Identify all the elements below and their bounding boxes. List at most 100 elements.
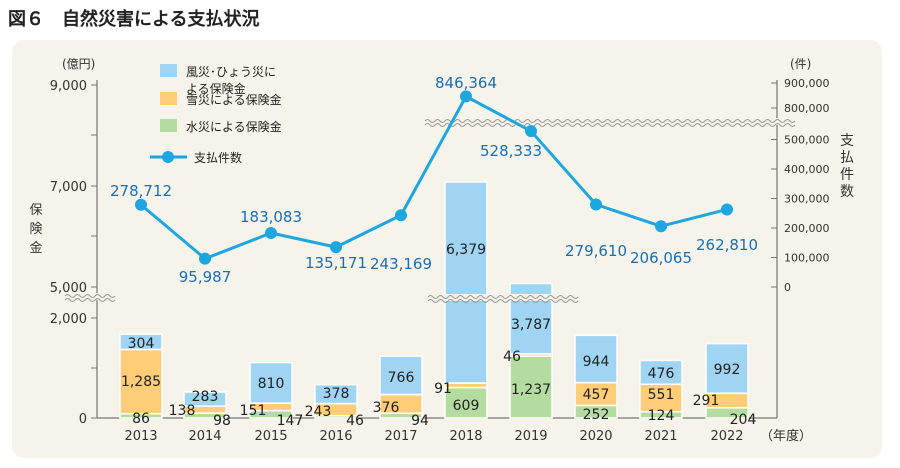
left-axis-break [64,298,116,302]
legend-label: 雪災による保険金 [186,92,282,107]
legend-label: よる保険金 [186,81,246,96]
count-line [140,94,728,261]
bar-wind-2016 [314,383,358,405]
legend-swatch [160,119,177,132]
right-tick-label: 0 [784,281,791,294]
x-tick-label: 2021 [644,429,677,444]
right-axis-title-char: 支 [840,133,854,149]
legend-label: 水災による保険金 [186,119,282,134]
left-tick-label: 0 [79,412,87,427]
x-tick-label: 2016 [319,429,352,444]
bar-label-wind-2019: 3,787 [511,317,551,333]
count-label-2019: 528,333 [480,142,542,160]
bar-label-wind-2014: 283 [192,389,219,405]
count-label-2018: 846,364 [435,74,497,92]
legend-label: 風災･ひょう災に [186,65,276,79]
right-axis-break [424,123,796,127]
bar-label-snow-2020: 457 [583,387,610,403]
right-axis-title-char: 件 [840,167,854,183]
count-point-2017 [395,209,407,222]
bar-label-snow-2018: 91 [434,381,452,397]
bar-flood-2018 [444,386,488,419]
bar-label-flood-2017: 94 [411,413,429,429]
bar-label-wind-2017: 766 [388,370,415,386]
bar-label-snow-2013: 1,285 [121,374,161,390]
bar-label-flood-2016: 46 [346,413,364,429]
x-tick-label: 2020 [579,429,612,444]
bar-wind-2014 [183,391,227,407]
bar-flood-2019 [509,355,553,419]
right-tick-label: 900,000 [784,77,830,90]
count-point-2016 [330,241,342,254]
right-tick-label: 100,000 [784,252,830,265]
bar-label-flood-2021: 124 [648,408,675,424]
count-point-2013 [135,198,147,211]
bar-label-flood-2020: 252 [583,407,610,423]
bar-wind-2018 [444,181,488,384]
bar-label-snow-2015: 151 [240,403,267,419]
x-tick-label: 2014 [188,429,221,444]
left-axis-title-char: 金 [29,240,42,256]
chart-title: 図６ 自然災害による支払状況 [8,9,260,30]
left-axis-break [64,294,116,298]
right-axis-title-char: 数 [840,184,854,200]
bar-break [427,299,579,303]
left-tick-label: 7,000 [50,180,87,195]
right-tick-label: 400,000 [784,163,830,176]
x-tick-label: 2015 [254,429,287,444]
bar-label-flood-2018: 609 [453,398,480,414]
bar-label-snow-2017: 376 [373,400,400,416]
legend-swatch [160,92,177,105]
x-axis-unit: （年度） [760,428,812,444]
count-label-2022: 262,810 [696,236,758,254]
right-axis-title-char: 払 [840,150,854,166]
legend-swatch [160,64,177,77]
count-label-2013: 278,712 [110,182,172,200]
bar-wind-2020 [574,334,618,384]
left-tick-label: 2,000 [50,312,87,327]
bar-label-flood-2019: 1,237 [511,382,551,398]
x-tick-label: 2019 [514,429,547,444]
bar-wind-2022 [705,342,749,394]
bar-label-wind-2013: 304 [128,336,155,352]
x-tick-label: 2017 [384,429,417,444]
count-label-2020: 279,610 [565,242,627,260]
count-point-2019 [525,125,537,138]
bar-label-snow-2016: 243 [305,404,332,420]
right-tick-label: 500,000 [784,134,830,147]
count-point-2022 [721,203,733,216]
left-tick-label: 9,000 [50,79,87,94]
right-axis-break-gap [425,118,790,125]
right-tick-label: 800,000 [784,102,830,115]
bar-label-snow-2021: 551 [648,387,675,403]
left-tick-label: 5,000 [50,281,87,296]
bar-label-flood-2013: 86 [132,411,150,427]
bar-label-snow-2022: 291 [693,393,720,409]
bar-wind-2013 [119,333,163,351]
count-label-2017: 243,169 [370,255,432,273]
count-label-2014: 95,987 [179,268,232,286]
legend-label: 支払件数 [194,150,242,165]
count-point-2021 [655,220,667,233]
bar-wind-2017 [379,355,423,396]
bar-label-snow-2019: 46 [503,349,521,365]
bar-wind-2021 [639,359,683,386]
bar-label-flood-2014: 98 [213,413,231,429]
left-axis-unit: (億円) [62,57,95,71]
left-axis-title-char: 険 [29,222,42,237]
count-label-2015: 183,083 [240,208,302,226]
bar-label-wind-2016: 378 [323,386,350,402]
count-label-2016: 135,171 [305,254,367,272]
right-axis-break [424,119,796,123]
bar-snow-2021 [639,383,683,413]
right-tick-label: 200,000 [784,222,830,235]
count-point-2015 [265,226,277,239]
bar-break-gap [428,294,570,301]
bar-label-wind-2021: 476 [648,366,675,382]
bar-label-wind-2020: 944 [583,354,610,370]
right-tick-label: 300,000 [784,193,830,206]
bar-label-flood-2022: 204 [730,412,757,428]
count-label-2021: 206,065 [630,249,692,267]
bar-label-wind-2018: 6,379 [446,242,486,258]
